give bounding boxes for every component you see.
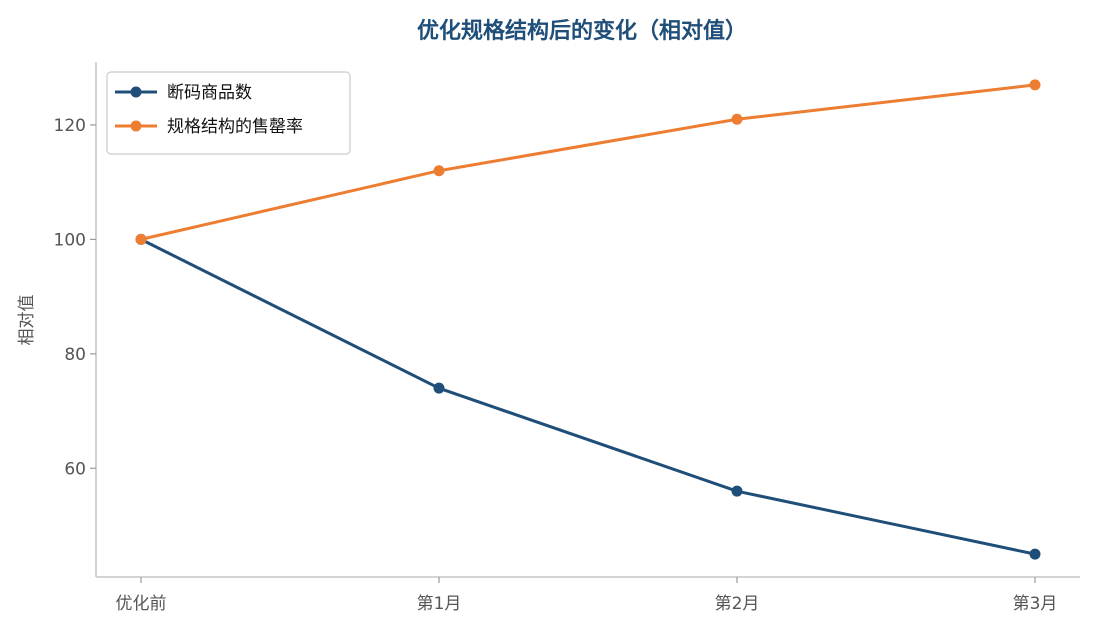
y-tick-label: 60 <box>64 459 86 479</box>
data-point <box>731 485 743 497</box>
series-line-2 <box>140 83 1036 241</box>
y-tick-label: 120 <box>54 116 86 136</box>
x-tick-label: 第3月 <box>1013 594 1058 614</box>
legend-label: 断码商品数 <box>167 83 252 103</box>
y-tick-label: 80 <box>64 345 86 365</box>
data-point <box>731 113 743 125</box>
data-point <box>433 382 445 394</box>
chart-title: 优化规格结构后的变化（相对值） <box>417 18 747 44</box>
x-tick-label: 优化前 <box>116 594 167 614</box>
x-tick-label: 第2月 <box>715 594 760 614</box>
data-point <box>1029 548 1041 560</box>
y-axis-label: 相对值 <box>17 295 37 346</box>
legend-label: 规格结构的售罄率 <box>167 117 303 137</box>
legend-swatch-marker <box>130 86 142 98</box>
series-line-1 <box>140 238 1036 556</box>
legend-box <box>106 71 351 155</box>
axes: 60 80 100 120 优化前 第1月 第2月 第3月 <box>54 62 1080 614</box>
data-point <box>433 165 445 177</box>
x-tick-label: 第1月 <box>417 594 462 614</box>
y-tick-label: 100 <box>54 230 86 250</box>
data-point <box>135 233 147 245</box>
data-point <box>1029 79 1041 91</box>
series-layer <box>135 79 1041 560</box>
legend-swatch-marker <box>130 120 142 132</box>
